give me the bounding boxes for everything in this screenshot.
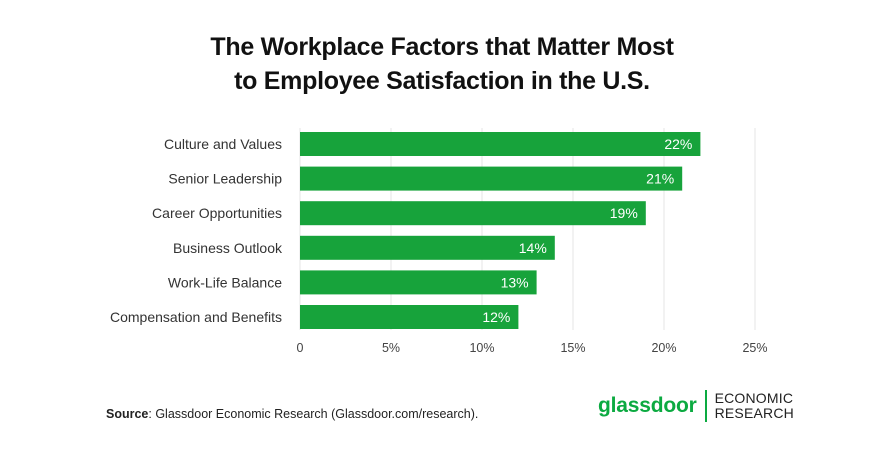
x-tick-label-0: 0 <box>297 341 304 355</box>
x-tick-label-3: 15% <box>560 341 585 355</box>
bar-1 <box>300 166 683 191</box>
bar-chart: Culture and Values 22% Senior Leadership 21… <box>110 128 768 355</box>
glassdoor-economic-research-logo: glassdoor ECONOMIC RESEARCH <box>598 388 794 424</box>
data-label-1: 21% <box>646 171 674 187</box>
logo-divider <box>704 390 707 422</box>
category-label-0: Culture and Values <box>164 136 282 152</box>
bar-5 <box>300 305 519 329</box>
bar-0 <box>300 132 701 156</box>
category-label-1: Senior Leadership <box>168 171 282 187</box>
logo-subtitle: ECONOMIC RESEARCH <box>715 391 794 421</box>
x-tick-label-5: 25% <box>742 341 767 355</box>
source-label: Source <box>106 407 149 421</box>
glassdoor-wordmark: glassdoor <box>598 394 697 417</box>
source-note: Source: Glassdoor Economic Research (Gla… <box>106 407 478 421</box>
category-label-5: Compensation and Benefits <box>110 309 282 325</box>
bar-4 <box>300 270 537 295</box>
chart-title-line-1: The Workplace Factors that Matter Most <box>210 33 674 61</box>
bar-2 <box>300 201 646 226</box>
x-tick-label-2: 10% <box>469 341 494 355</box>
data-label-0: 22% <box>664 136 692 152</box>
chart-title: The Workplace Factors that Matter Most t… <box>0 30 884 98</box>
category-label-3: Business Outlook <box>173 240 283 256</box>
data-label-4: 13% <box>501 274 529 290</box>
x-tick-label-4: 20% <box>651 341 676 355</box>
bar-3 <box>300 235 555 260</box>
category-label-4: Work-Life Balance <box>168 274 282 290</box>
x-tick-label-1: 5% <box>382 341 400 355</box>
data-label-2: 19% <box>610 205 638 221</box>
data-label-3: 14% <box>519 240 547 256</box>
source-text: : Glassdoor Economic Research (Glassdoor… <box>148 407 479 421</box>
logo-subtitle-line-1: ECONOMIC <box>714 390 794 406</box>
logo-subtitle-line-2: RESEARCH <box>714 405 794 421</box>
category-label-2: Career Opportunities <box>152 205 282 221</box>
data-label-5: 12% <box>482 309 510 325</box>
chart-title-line-2: to Employee Satisfaction in the U.S. <box>234 67 650 95</box>
